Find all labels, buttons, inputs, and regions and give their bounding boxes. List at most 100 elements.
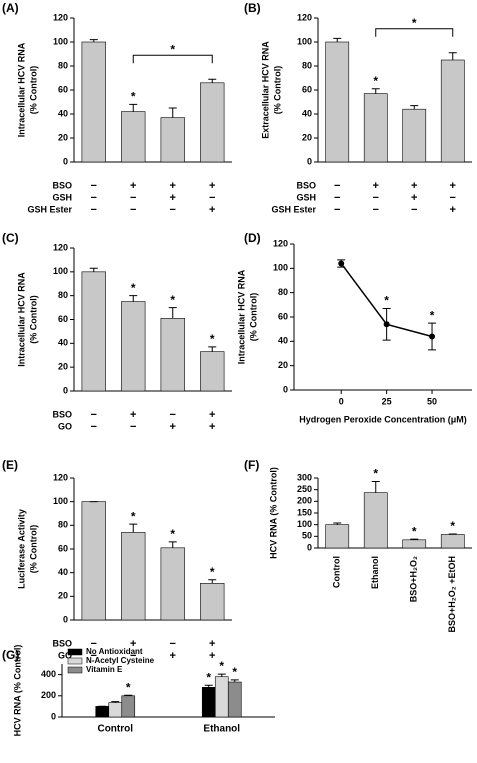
condition-label: GSH Ester (271, 204, 316, 214)
bar (81, 271, 106, 392)
bar (160, 318, 185, 392)
bar (363, 492, 388, 549)
significance-marker: * (126, 680, 131, 694)
significance-marker: * (170, 527, 175, 541)
y-tick-label: 0 (307, 542, 312, 552)
significance-marker: * (206, 670, 211, 684)
bar (108, 702, 123, 718)
significance-marker: * (131, 509, 136, 523)
y-tick-label: 100 (273, 263, 288, 273)
significance-marker: * (210, 565, 215, 579)
bar (121, 532, 146, 621)
significance-bracket (132, 54, 213, 64)
condition-symbol: + (209, 421, 215, 433)
bracket-label: * (170, 42, 175, 56)
y-tick-label: 100 (297, 36, 312, 46)
condition-label: GO (58, 421, 72, 431)
condition-symbol: − (170, 204, 176, 216)
x-tick-label: BSO+H₂O₂ (409, 556, 419, 602)
condition-symbol: − (170, 638, 176, 650)
condition-symbol: − (130, 204, 136, 216)
y-axis-label: (% Control) (28, 525, 38, 574)
y-axis-label: Luciferase Activity (16, 509, 26, 589)
significance-marker: * (430, 308, 435, 322)
data-point (383, 321, 390, 328)
y-axis-label: Intracellular HCV RNA (16, 272, 26, 367)
condition-label: BSO (52, 638, 72, 648)
bar (160, 547, 185, 621)
y-tick-label: 80 (278, 287, 288, 297)
error-bar (208, 78, 217, 83)
y-tick-label: 0 (63, 156, 68, 166)
y-tick-label: 150 (297, 507, 312, 517)
y-tick-label: 80 (58, 520, 68, 530)
y-tick-label: 120 (53, 242, 68, 252)
significance-marker: * (232, 665, 237, 679)
condition-symbol: − (334, 192, 340, 204)
condition-label: GSH (52, 192, 72, 202)
error-bar (129, 295, 138, 302)
error-bar (371, 88, 380, 94)
condition-symbol: + (373, 180, 379, 192)
y-tick-label: 0 (63, 385, 68, 395)
y-tick-label: 100 (53, 266, 68, 276)
significance-marker: * (384, 294, 389, 308)
error-bar (111, 701, 120, 703)
y-tick-label: 80 (302, 60, 312, 70)
y-tick-label: 20 (58, 362, 68, 372)
legend-label: N-Acetyl Cysteine (86, 656, 155, 665)
condition-symbol: − (91, 421, 97, 433)
condition-symbol: − (170, 409, 176, 421)
legend-swatch (67, 648, 83, 656)
y-tick-label: 120 (297, 12, 312, 22)
error-bar (89, 39, 98, 42)
y-tick-label: 250 (297, 484, 312, 494)
bar (227, 681, 242, 718)
bar (200, 351, 225, 392)
error-bar (217, 673, 226, 677)
significance-marker: * (170, 293, 175, 307)
error-bar (230, 679, 239, 683)
condition-symbol: − (411, 204, 417, 216)
bar (214, 676, 229, 718)
condition-symbol: − (91, 650, 97, 662)
error-bar (124, 694, 133, 696)
y-tick-label: 60 (58, 314, 68, 324)
y-axis-label: Intracellular HCV RNA (236, 269, 246, 364)
panel-label: (E) (2, 458, 18, 472)
condition-symbol: − (91, 180, 97, 192)
bar (200, 583, 225, 621)
y-tick-label: 50 (302, 531, 312, 541)
y-tick-label: 20 (58, 591, 68, 601)
condition-symbol: − (373, 204, 379, 216)
x-tick-label: BSO+H₂O₂ +EtOH (447, 556, 457, 633)
y-tick-label: 60 (278, 311, 288, 321)
y-tick-label: 100 (53, 496, 68, 506)
bar (325, 524, 350, 549)
significance-marker: * (131, 281, 136, 295)
error-bar (89, 267, 98, 272)
condition-symbol: − (334, 204, 340, 216)
y-axis-label: (% Control) (28, 295, 38, 344)
condition-symbol: + (170, 192, 176, 204)
y-tick-label: 0 (283, 384, 288, 394)
y-tick-label: 120 (53, 472, 68, 482)
legend-label: Vitamin E (86, 665, 123, 674)
bar (121, 301, 146, 392)
error-bar (448, 52, 457, 60)
x-tick-label: Ethanol (203, 724, 240, 735)
significance-marker: * (373, 467, 378, 481)
condition-symbol: + (209, 204, 215, 216)
panel-label: (F) (244, 458, 259, 472)
legend-swatch (67, 666, 83, 674)
condition-symbol: − (209, 192, 215, 204)
condition-symbol: + (170, 650, 176, 662)
condition-symbol: − (450, 192, 456, 204)
bar (440, 534, 465, 549)
y-tick-label: 60 (58, 84, 68, 94)
error-bar (168, 107, 177, 118)
significance-bracket (375, 28, 454, 37)
y-tick-label: 300 (297, 472, 312, 482)
condition-symbol: + (170, 180, 176, 192)
